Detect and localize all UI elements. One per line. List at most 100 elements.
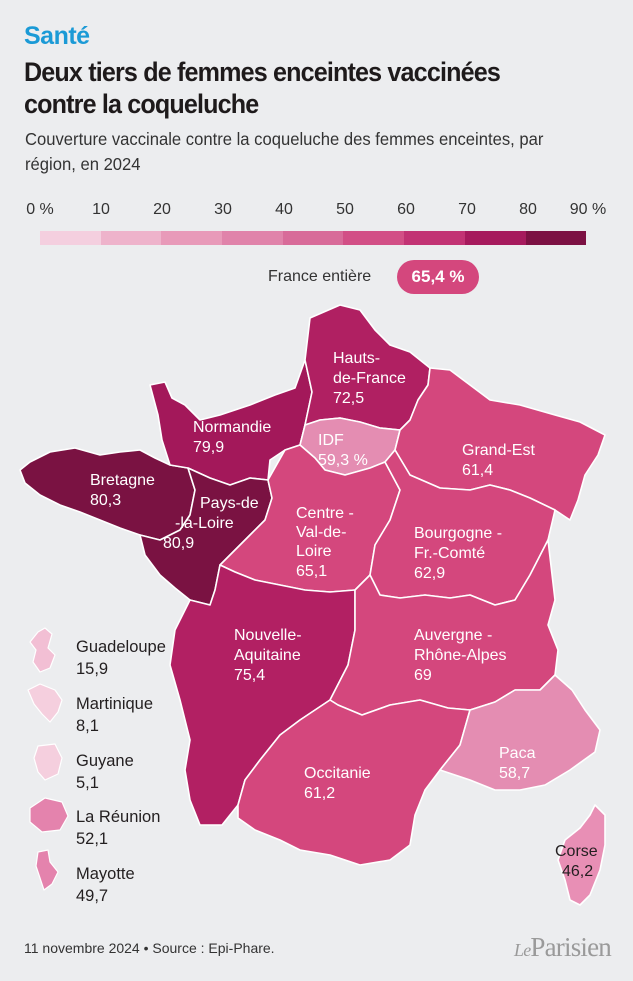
dom-value: 8,1: [76, 717, 99, 735]
label-occitanie: Occitanie 61,2: [304, 765, 375, 802]
page-subtitle: Couverture vaccinale contre la coqueluch…: [25, 129, 544, 174]
dom-name: Guadeloupe: [76, 638, 166, 656]
dom-value: 15,9: [76, 660, 109, 678]
label-normandie: Normandie 79,9: [193, 419, 276, 456]
label-pdl-value: 80,9: [163, 535, 194, 552]
legend-tick: 80: [519, 201, 537, 218]
national-value-badge: 65,4 %: [397, 260, 479, 294]
label-grand-est-value: 61,4: [462, 462, 493, 479]
legend-color-swatch: [464, 231, 526, 245]
dom-value: 52,1: [76, 830, 109, 848]
label-auvergne: Auvergne - Rhône-Alpes 69: [414, 627, 511, 684]
label-grand-est: Grand-Est 61,4: [462, 442, 539, 479]
label-bretagne-name: Bretagne: [90, 472, 155, 489]
label-centre-name: Loire: [296, 543, 332, 560]
le-parisien-logo: LeParisien: [514, 932, 612, 963]
legend-color-swatch: [282, 231, 344, 245]
label-centre: Centre - Val-de- Loire 65,1: [296, 505, 358, 580]
legend-color-swatch: [525, 231, 587, 245]
legend-tick: 60: [397, 201, 415, 218]
dom-name: La Réunion: [76, 808, 161, 826]
dom-value: 49,7: [76, 887, 109, 905]
label-occitanie-name: Occitanie: [304, 765, 371, 782]
label-ara-value: 69: [414, 667, 432, 684]
dom-la-reunion: La Réunion 52,1: [76, 806, 160, 850]
label-hdf-name: Hauts-: [333, 350, 380, 367]
legend-tick: 30: [214, 201, 232, 218]
label-bfc-value: 62,9: [414, 565, 445, 582]
map-guyane[interactable]: [33, 743, 63, 781]
label-normandie-value: 79,9: [193, 439, 224, 456]
dom-mayotte: Mayotte 49,7: [76, 863, 135, 907]
label-hdf: Hauts- de-France 72,5: [333, 350, 410, 407]
label-ara-name: Rhône-Alpes: [414, 647, 507, 664]
dom-name: Martinique: [76, 695, 154, 713]
national-label: France entière: [268, 268, 372, 285]
legend-color-swatch: [404, 231, 465, 245]
region-provence-alpes-cote-dazur[interactable]: [439, 674, 601, 791]
label-idf-name: IDF: [318, 432, 344, 449]
dom-name: Guyane: [76, 752, 134, 770]
source-footer: 11 novembre 2024 • Source : Epi-Phare.: [24, 940, 275, 956]
label-hdf-name: de-France: [333, 370, 406, 387]
dom-name: Mayotte: [76, 865, 135, 883]
legend-color-swatch: [222, 231, 283, 245]
label-idf: IDF 59,3 %: [318, 432, 368, 469]
region-hauts-de-france[interactable]: [304, 304, 431, 431]
label-centre-name: Centre -: [296, 505, 354, 522]
label-corse-name: Corse: [555, 843, 598, 860]
dom-guyane: Guyane 5,1: [76, 750, 134, 794]
legend-color-swatch: [100, 231, 162, 245]
label-corse-value: 46,2: [562, 863, 593, 880]
label-paca: Paca 58,7: [499, 745, 540, 782]
section-kicker: Santé: [24, 22, 90, 50]
label-bfc-name: Bourgogne -: [414, 525, 502, 542]
legend-tick: 40: [275, 201, 293, 218]
label-pays-de-la-loire: Pays-de -la-Loire 80,9: [163, 495, 263, 552]
label-bretagne: Bretagne 80,3: [90, 472, 159, 509]
label-corse: Corse 46,2: [555, 843, 602, 880]
label-na-name: Nouvelle-: [234, 627, 302, 644]
label-ara-name: Auvergne -: [414, 627, 492, 644]
label-pdl-name: -la-Loire: [175, 515, 234, 532]
map-martinique[interactable]: [27, 683, 63, 723]
logo-le: Le: [514, 940, 531, 960]
label-occitanie-value: 61,2: [304, 785, 335, 802]
label-paca-value: 58,7: [499, 765, 530, 782]
legend-color-swatch: [40, 231, 101, 245]
label-hdf-value: 72,5: [333, 390, 364, 407]
label-normandie-name: Normandie: [193, 419, 271, 436]
legend-tick: 10: [92, 201, 110, 218]
legend-tick: 0 %: [26, 201, 54, 218]
label-idf-value: 59,3 %: [318, 452, 368, 469]
label-grand-est-name: Grand-Est: [462, 442, 535, 459]
label-bourgogne: Bourgogne - Fr.-Comté 62,9: [414, 525, 507, 582]
label-centre-value: 65,1: [296, 563, 327, 580]
label-paca-name: Paca: [499, 745, 536, 762]
page-title: Deux tiers de femmes enceintes vaccinées…: [24, 57, 501, 119]
dom-value: 5,1: [76, 774, 99, 792]
label-bretagne-value: 80,3: [90, 492, 121, 509]
dom-martinique: Martinique 8,1: [76, 693, 153, 737]
dom-guadeloupe: Guadeloupe 15,9: [76, 636, 166, 680]
label-na-name: Aquitaine: [234, 647, 301, 664]
legend-tick: 20: [153, 201, 171, 218]
legend-color-swatch: [161, 231, 223, 245]
map-guadeloupe[interactable]: [29, 627, 56, 673]
label-na-value: 75,4: [234, 667, 265, 684]
map-la-reunion[interactable]: [29, 797, 69, 833]
label-centre-name: Val-de-: [296, 524, 346, 541]
region-corse[interactable]: [557, 804, 606, 906]
label-bfc-name: Fr.-Comté: [414, 545, 485, 562]
legend-tick: 70: [458, 201, 476, 218]
legend-tick: 90 %: [569, 201, 607, 218]
logo-name: Parisien: [530, 932, 611, 962]
legend-color-swatch: [343, 231, 405, 245]
label-nouvelle-aquitaine: Nouvelle- Aquitaine 75,4: [234, 627, 306, 684]
legend-color-scale: [40, 231, 587, 245]
map-mayotte[interactable]: [35, 849, 59, 891]
legend-tick: 50: [336, 201, 354, 218]
legend-tick-labels: 0 % 10 20 30 40 50 60 70 80 90 %: [0, 201, 633, 225]
label-pdl-name: Pays-de: [200, 495, 259, 512]
